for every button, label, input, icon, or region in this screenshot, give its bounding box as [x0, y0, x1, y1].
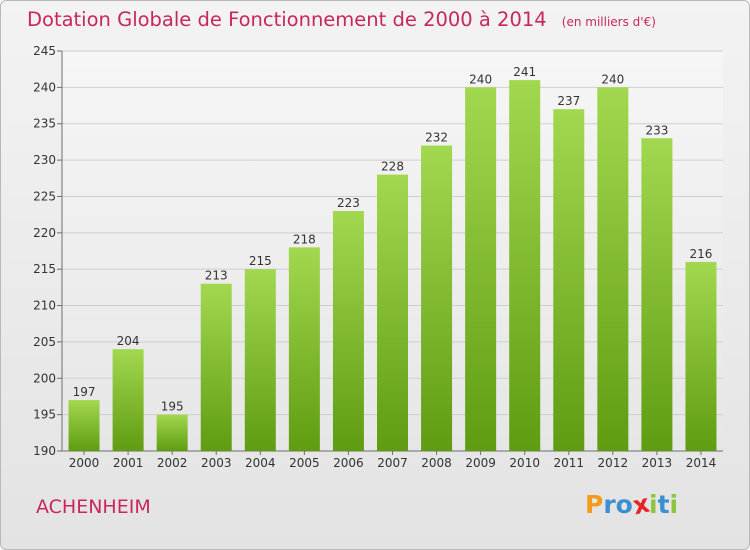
axes: 190 195 200 205 210 215 220 225 230 235 240 245 2000…: [33, 44, 723, 470]
bar-2012: [597, 87, 629, 451]
y-tick-label: 240: [33, 80, 56, 94]
data-label-2011: 237: [557, 94, 580, 108]
x-tick-label-2013: 2013: [642, 456, 673, 470]
y-tick-label: 220: [33, 226, 56, 240]
y-tick-label: 230: [33, 153, 56, 167]
x-tick-label-2005: 2005: [289, 456, 320, 470]
y-tick-label: 195: [33, 408, 56, 422]
chart-title-text: Dotation Globale de Fonctionnement de 20…: [27, 8, 547, 31]
logo-letter: i: [649, 490, 658, 519]
data-label-2012: 240: [601, 72, 624, 86]
bar-2008: [421, 145, 453, 451]
x-tick-label-2009: 2009: [465, 456, 496, 470]
y-tick-label: 215: [33, 262, 56, 276]
bar-2014: [685, 261, 717, 451]
logo-letter: r: [603, 490, 616, 519]
y-tick-label: 225: [33, 189, 56, 203]
x-tick-label-2006: 2006: [333, 456, 364, 470]
y-tick-label: 235: [33, 117, 56, 131]
bar-2007: [377, 174, 408, 452]
data-label-2001: 204: [117, 334, 140, 348]
x-tick-label-2004: 2004: [245, 456, 276, 470]
x-tick-label-2012: 2012: [598, 456, 629, 470]
data-label-2004: 215: [249, 254, 272, 268]
data-label-2009: 240: [469, 72, 492, 86]
x-tick-label-2001: 2001: [113, 456, 144, 470]
bar-2011: [553, 109, 585, 451]
y-tick-label: 245: [33, 44, 56, 58]
x-tick-label-2010: 2010: [509, 456, 540, 470]
data-label-2003: 213: [205, 269, 228, 283]
bar-2004: [244, 269, 276, 451]
data-label-2008: 232: [425, 131, 448, 145]
y-tick-label: 190: [33, 444, 56, 458]
x-tick-label-2000: 2000: [69, 456, 100, 470]
data-label-2006: 223: [337, 196, 360, 210]
bar-2009: [465, 87, 497, 451]
bar-2000: [68, 400, 100, 451]
chart-unit: (en milliers d'€): [561, 15, 656, 29]
x-tick-label-2014: 2014: [686, 456, 717, 470]
bar-2010: [509, 80, 541, 451]
data-label-2002: 195: [161, 400, 184, 414]
bar-2013: [641, 138, 673, 452]
data-label-2013: 233: [645, 123, 668, 137]
proxiti-logo[interactable]: Proxiti: [585, 489, 679, 521]
bar-2003: [200, 283, 232, 451]
x-tick-label-2002: 2002: [157, 456, 188, 470]
bar-2006: [332, 211, 364, 451]
x-tick-label-2007: 2007: [377, 456, 408, 470]
data-label-2014: 216: [690, 247, 713, 261]
y-tick-label: 210: [33, 299, 56, 313]
x-tick-label-2003: 2003: [201, 456, 232, 470]
logo-letter: i: [669, 490, 679, 519]
y-tick-label: 200: [33, 371, 56, 385]
data-labels: 197 204 195 213 215 218 223 228 232 240 241 237 240 2…: [73, 65, 713, 414]
chart-title: Dotation Globale de Fonctionnement de 20…: [27, 8, 656, 31]
x-tick-label-2008: 2008: [421, 456, 452, 470]
y-tick-label: 205: [33, 335, 56, 349]
data-label-2007: 228: [381, 160, 404, 174]
data-label-2000: 197: [73, 385, 96, 399]
bars: [68, 80, 717, 452]
location-name: ACHENHEIM: [36, 496, 151, 518]
data-label-2005: 218: [293, 232, 316, 246]
data-label-2010: 241: [513, 65, 536, 79]
bar-2002: [156, 414, 188, 451]
bar-2001: [112, 349, 144, 451]
x-tick-label-2011: 2011: [553, 456, 584, 470]
logo-letter: t: [657, 490, 670, 519]
logo-letter: P: [585, 490, 604, 519]
bar-2005: [288, 247, 320, 451]
logo-letter: o: [615, 490, 633, 519]
